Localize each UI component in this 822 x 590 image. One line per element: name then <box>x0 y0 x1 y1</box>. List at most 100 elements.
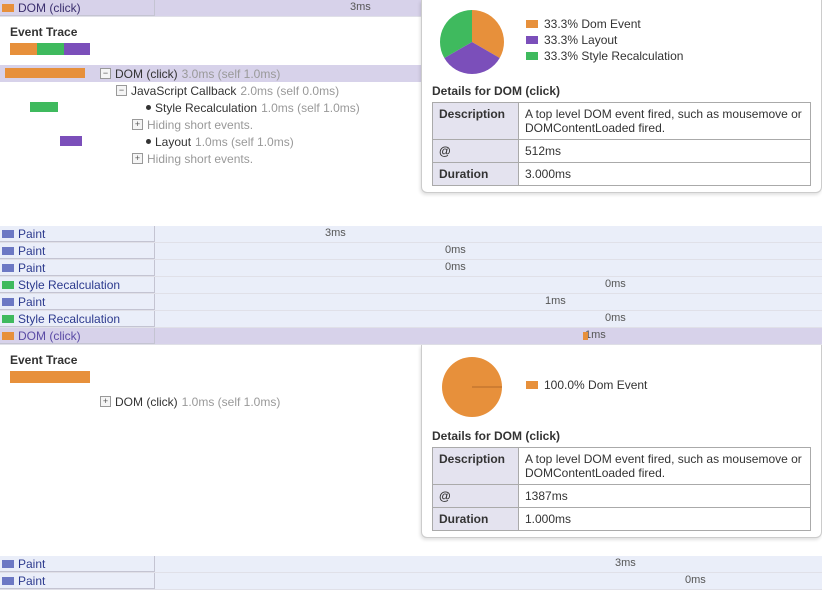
legend-swatch <box>526 20 538 28</box>
event-track[interactable]: 0ms <box>155 243 822 259</box>
event-row[interactable]: Paint 3ms <box>0 556 822 573</box>
trace-label-wrap: −DOM (click) 3.0ms (self 1.0ms) <box>100 67 280 81</box>
trace-label: Hiding short events. <box>147 152 253 166</box>
event-duration: 0ms <box>605 312 626 324</box>
trace-label: DOM (click) <box>115 67 178 81</box>
trace-gutter <box>0 133 100 150</box>
event-label: Style Recalculation <box>18 312 120 326</box>
details-value: 3.000ms <box>519 163 811 186</box>
event-row[interactable]: Style Recalculation 0ms <box>0 311 822 328</box>
event-track[interactable]: 0ms <box>155 260 822 276</box>
event-row[interactable]: Paint 1ms <box>0 294 822 311</box>
pie-chart <box>432 351 512 421</box>
trace-gutter <box>0 65 100 82</box>
trace-label-wrap: Layout 1.0ms (self 1.0ms) <box>100 135 294 149</box>
event-row[interactable]: Paint 0ms <box>0 260 822 277</box>
event-track[interactable]: 0ms <box>155 573 822 589</box>
legend-swatch <box>526 36 538 44</box>
details-key: @ <box>433 140 519 163</box>
event-label: Paint <box>18 574 45 588</box>
event-track[interactable]: 1ms <box>155 328 822 344</box>
legend-text: 100.0% Dom Event <box>544 378 647 392</box>
trace-label: Layout <box>155 135 191 149</box>
legend-text: 33.3% Dom Event <box>544 17 641 31</box>
event-track[interactable]: 3ms <box>155 556 822 572</box>
details-key: @ <box>433 485 519 508</box>
event-swatch <box>2 281 14 289</box>
details-row: DescriptionA top level DOM event fired, … <box>433 448 811 485</box>
trace-bar <box>60 136 82 146</box>
legend-item: 33.3% Dom Event <box>526 17 811 31</box>
details-row: Duration3.000ms <box>433 163 811 186</box>
event-swatch <box>2 298 14 306</box>
details-table: DescriptionA top level DOM event fired, … <box>432 102 811 186</box>
event-track[interactable]: 3ms <box>155 226 822 242</box>
profiler-block-1: DOM (click) 3ms Event Trace −DOM (click)… <box>0 0 822 200</box>
collapse-icon[interactable]: − <box>100 68 111 79</box>
trace-timing: 2.0ms (self 0.0ms) <box>240 84 339 98</box>
event-track[interactable]: 0ms <box>155 277 822 293</box>
stack-segment <box>10 371 90 383</box>
details-key: Description <box>433 103 519 140</box>
details-value: 1387ms <box>519 485 811 508</box>
event-name-cell: Paint <box>0 556 155 572</box>
trace-label: DOM (click) <box>115 395 178 409</box>
expand-icon[interactable]: + <box>132 119 143 130</box>
trace-bar <box>5 68 85 78</box>
legend-item: 33.3% Style Recalculation <box>526 49 811 63</box>
legend-item: 33.3% Layout <box>526 33 811 47</box>
trace-label-wrap: + Hiding short events. <box>100 118 253 132</box>
summary-panel: 100.0% Dom Event Details for DOM (click)… <box>421 345 822 538</box>
profiler-block-2: Paint3msPaint0msPaint0msStyle Recalculat… <box>0 226 822 536</box>
event-swatch <box>2 560 14 568</box>
bullet-icon <box>146 105 151 110</box>
event-row[interactable]: Style Recalculation 0ms <box>0 277 822 294</box>
event-duration: 0ms <box>605 278 626 290</box>
trace-timing: 1.0ms (self 1.0ms) <box>261 101 360 115</box>
trace-label-wrap: Style Recalculation 1.0ms (self 1.0ms) <box>100 101 360 115</box>
stack-segment <box>10 43 37 55</box>
details-value: 1.000ms <box>519 508 811 531</box>
collapse-icon[interactable]: − <box>116 85 127 96</box>
trace-gutter <box>0 99 100 116</box>
event-duration: 0ms <box>685 574 706 586</box>
details-value: 512ms <box>519 140 811 163</box>
details-value: A top level DOM event fired, such as mou… <box>519 103 811 140</box>
event-name-cell: Paint <box>0 243 155 259</box>
event-track[interactable]: 1ms <box>155 294 822 310</box>
event-swatch <box>2 264 14 272</box>
event-row[interactable]: Paint 0ms <box>0 243 822 260</box>
event-label: Style Recalculation <box>18 278 120 292</box>
expand-icon[interactable]: + <box>100 396 111 407</box>
event-track[interactable]: 0ms <box>155 311 822 327</box>
expand-icon[interactable]: + <box>132 153 143 164</box>
trace-timing: 3.0ms (self 1.0ms) <box>182 67 281 81</box>
details-row: @1387ms <box>433 485 811 508</box>
event-row[interactable]: Paint3ms <box>0 226 822 243</box>
event-bar <box>583 332 588 340</box>
trace-stack-bar <box>10 371 90 383</box>
trace-timing: 1.0ms (self 1.0ms) <box>182 395 281 409</box>
event-label: Paint <box>18 557 45 571</box>
trace-label-wrap: + Hiding short events. <box>100 152 253 166</box>
event-duration: 0ms <box>445 261 466 273</box>
event-swatch <box>2 332 14 340</box>
event-name-cell: Paint <box>0 226 155 242</box>
event-label: Paint <box>18 295 45 309</box>
stack-segment <box>37 43 64 55</box>
trace-gutter <box>0 393 100 410</box>
trace-label-wrap: + DOM (click) 1.0ms (self 1.0ms) <box>100 395 280 409</box>
legend-swatch <box>526 381 538 389</box>
event-duration: 3ms <box>615 557 636 569</box>
pie-legend: 33.3% Dom Event 33.3% Layout 33.3% Style R… <box>526 17 811 65</box>
event-row[interactable]: DOM (click)1ms <box>0 328 822 345</box>
trace-label: Hiding short events. <box>147 118 253 132</box>
event-swatch <box>2 315 14 323</box>
trace-label-wrap: −JavaScript Callback 2.0ms (self 0.0ms) <box>100 84 339 98</box>
event-name-cell: Style Recalculation <box>0 311 155 327</box>
event-duration: 0ms <box>445 244 466 256</box>
event-label: Paint <box>18 261 45 275</box>
event-name-cell: Paint <box>0 294 155 310</box>
event-name-cell: Paint <box>0 260 155 276</box>
details-table: DescriptionA top level DOM event fired, … <box>432 447 811 531</box>
